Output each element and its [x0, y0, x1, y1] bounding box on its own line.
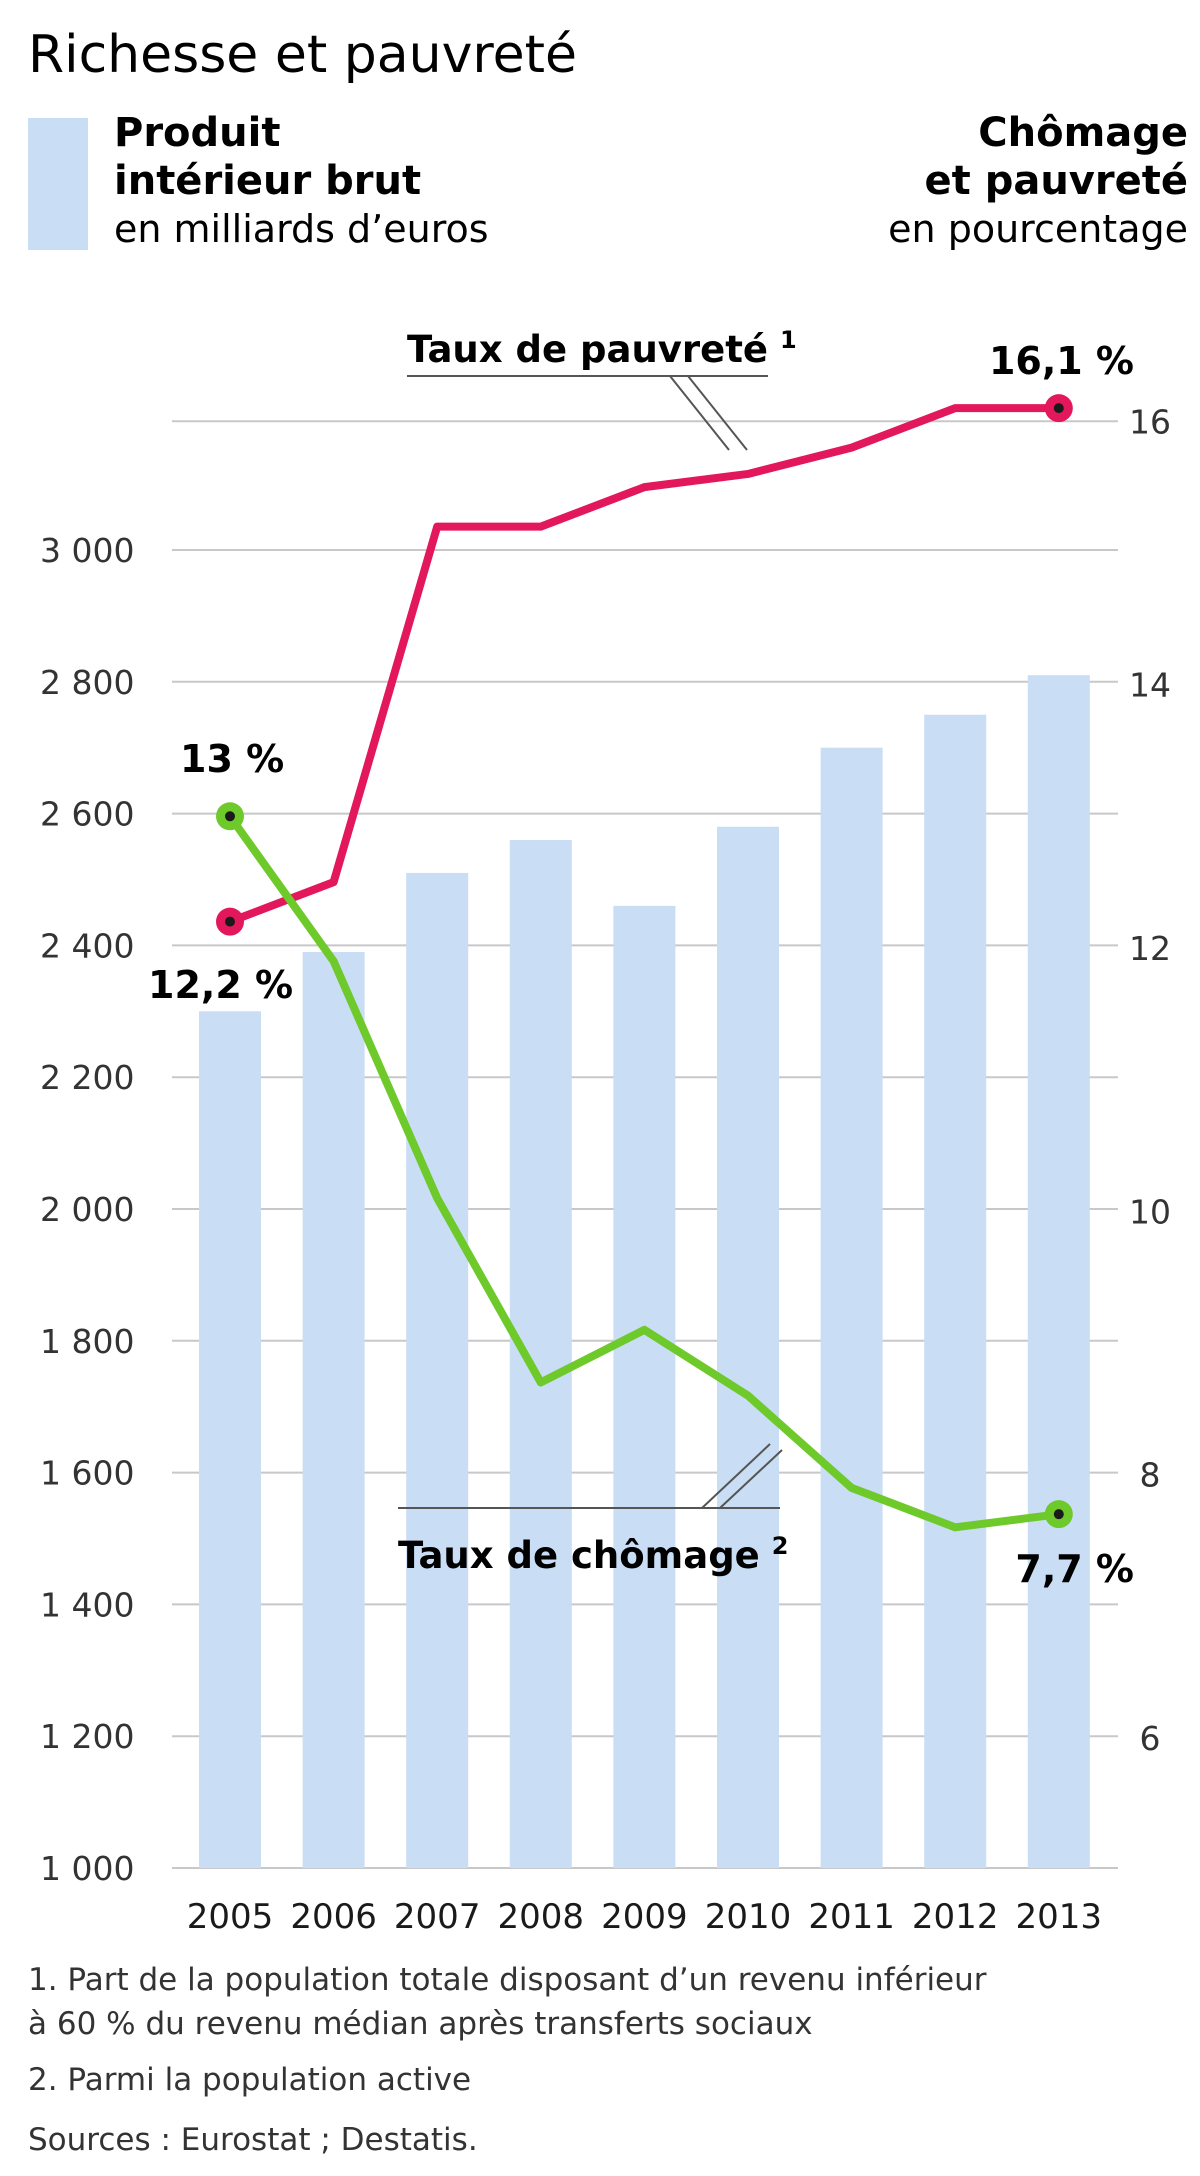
poverty-series-label: Taux de pauvreté 1 [407, 326, 797, 371]
poverty-line [226, 404, 1063, 926]
left-axis-tick-label: 1 800 [40, 1322, 134, 1361]
unemployment-series-name: Taux de chômage [398, 1534, 760, 1577]
gdp-bar [406, 872, 469, 1868]
gdp-bar [302, 951, 365, 1868]
unemployment-line [226, 812, 1063, 1532]
gdp-bar [1027, 675, 1090, 1869]
left-axis-tick-label: 2 800 [40, 663, 134, 702]
left-axis-tick-label: 1 000 [40, 1849, 134, 1888]
left-axis-ticks: 1 000 1 200 1 400 1 600 1 800 2 000 2 200 2 400… [40, 531, 134, 1888]
right-axis-tick-label: 10 [1129, 1192, 1171, 1231]
poverty-leader-line [687, 375, 748, 451]
x-axis-tick-label: 2009 [601, 1897, 688, 1937]
x-axis-tick-label: 2005 [187, 1897, 274, 1937]
gdp-bar [613, 905, 676, 1868]
left-axis-tick-label: 2 200 [40, 1058, 134, 1097]
poverty-endpoint-dot [225, 916, 235, 927]
unemployment-end-label: 7,7 % [1015, 1547, 1134, 1591]
left-axis-tick-label: 3 000 [40, 531, 134, 570]
poverty-end-label: 16,1 % [989, 339, 1134, 383]
left-axis-tick-label: 2 600 [40, 795, 134, 834]
sources: Sources : Eurostat ; Destatis. [28, 2122, 478, 2158]
footnote-1-line2: à 60 % du revenu médian après transferts… [28, 2006, 813, 2042]
gdp-bar [820, 747, 883, 1869]
x-axis-ticks: 2005 2006 2007 2008 2009 2010 2011 2012 2013 [187, 1897, 1102, 1937]
right-axis-tick-label: 6 [1140, 1719, 1161, 1758]
left-axis-tick-label: 1 400 [40, 1585, 134, 1624]
x-axis-tick-label: 2011 [808, 1897, 895, 1937]
poverty-leader-line [669, 375, 730, 451]
right-axis-tick-label: 14 [1129, 666, 1171, 705]
poverty-endpoint-dot [1053, 403, 1064, 414]
legend-bar-swatch [28, 118, 88, 250]
right-axis-tick-label: 12 [1129, 929, 1171, 968]
legend-bar-line2: intérieur brut [114, 158, 421, 204]
unemployment-series-callout: Taux de chômage 2 [398, 1443, 788, 1577]
unemployment-footnote-mark: 2 [772, 1532, 789, 1560]
gdp-bar [509, 839, 572, 1869]
poverty-start-label: 12,2 % [148, 963, 293, 1007]
unemployment-leader-line [719, 1449, 783, 1509]
unemployment-endpoint-dot [225, 811, 235, 822]
gdp-bar [199, 1011, 261, 1868]
left-axis-tick-label: 2 000 [40, 1190, 134, 1229]
unemployment-endpoint-dot [1053, 1509, 1064, 1520]
left-axis-tick-label: 2 400 [40, 926, 134, 965]
footnote-2: 2. Parmi la population active [28, 2062, 471, 2098]
poverty-footnote-mark: 1 [780, 326, 797, 354]
x-axis-tick-label: 2008 [498, 1897, 585, 1937]
gdp-bar [717, 826, 779, 1868]
poverty-series-name: Taux de pauvreté [407, 328, 768, 371]
right-axis-tick-label: 16 [1129, 402, 1171, 441]
left-axis-tick-label: 1 600 [40, 1454, 134, 1493]
gdp-bars [199, 675, 1090, 1869]
legend-right-line2: et pauvreté [925, 158, 1188, 204]
poverty-series-callout: Taux de pauvreté 1 [407, 326, 797, 451]
legend-right-line3: en pourcentage [888, 207, 1188, 251]
unemployment-start-label: 13 % [180, 737, 284, 781]
right-axis-tick-label: 8 [1140, 1456, 1161, 1495]
x-axis-tick-label: 2010 [705, 1897, 792, 1937]
right-axis-ticks: 6 8 10 12 14 16 [1129, 402, 1171, 1758]
legend-bar-line1: Produit [114, 110, 280, 156]
unemployment-leader-line [701, 1443, 771, 1509]
x-axis-tick-label: 2012 [912, 1897, 999, 1937]
unemployment-series-label: Taux de chômage 2 [398, 1532, 788, 1577]
series-lines [216, 394, 1073, 1532]
x-axis-tick-label: 2013 [1016, 1897, 1103, 1937]
footnote-1-line1: 1. Part de la population totale disposan… [28, 1962, 987, 1998]
gdp-bar [924, 714, 987, 1868]
legend-right-line1: Chômage [978, 110, 1188, 156]
left-axis-tick-label: 1 200 [40, 1717, 134, 1756]
x-axis-tick-label: 2007 [394, 1897, 481, 1937]
x-axis-tick-label: 2006 [290, 1897, 377, 1937]
chart-title: Richesse et pauvreté [28, 25, 577, 85]
legend-bar-line3: en milliards d’euros [114, 207, 489, 251]
